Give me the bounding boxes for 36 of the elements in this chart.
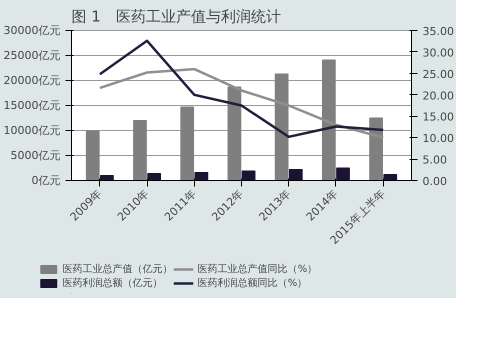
legend-label: 医药利润总额同比（%） — [198, 276, 308, 290]
bar — [322, 60, 336, 180]
y-tick-label: 10000亿元 — [4, 124, 61, 137]
y2-tick-label: 25.00 — [422, 68, 454, 81]
bar — [383, 174, 398, 180]
bar — [100, 175, 114, 180]
y2-tick-label: 5.00 — [422, 154, 447, 167]
bar — [242, 170, 256, 180]
y2-tick-label: 30.00 — [422, 46, 454, 60]
bar — [180, 106, 194, 180]
bar — [194, 172, 208, 180]
y-tick-label: 25000亿元 — [4, 49, 61, 62]
line-series — [98, 68, 384, 139]
bar — [336, 168, 350, 180]
y-tick-label: 30000亿元 — [4, 24, 61, 37]
legend-label: 医药利润总额（亿元） — [62, 276, 163, 290]
bar — [274, 74, 289, 180]
bar — [228, 86, 242, 180]
y-tick-label: 0亿元 — [32, 174, 60, 187]
chart-title: 图 1 医药工业产值与利润统计 — [72, 8, 281, 26]
legend-label: 医药工业总产值（亿元） — [62, 262, 173, 276]
legend-label: 医药工业总产值同比（%） — [198, 262, 318, 276]
y2-tick-label: 10.00 — [422, 132, 454, 146]
y-tick-label: 5000亿元 — [10, 149, 61, 162]
y-tick-label: 15000亿元 — [4, 99, 61, 112]
y-tick-label: 20000亿元 — [4, 74, 61, 87]
bar — [86, 130, 100, 180]
bar — [133, 120, 147, 180]
y2-tick-label: 35.00 — [422, 25, 454, 38]
y2-tick-label: 20.00 — [422, 89, 454, 102]
y2-tick-label: 15.00 — [422, 110, 454, 124]
bar — [147, 173, 162, 180]
line-series — [98, 40, 384, 138]
y2-tick-label: 0.00 — [422, 175, 447, 188]
bar — [369, 118, 383, 180]
bar — [288, 169, 303, 180]
